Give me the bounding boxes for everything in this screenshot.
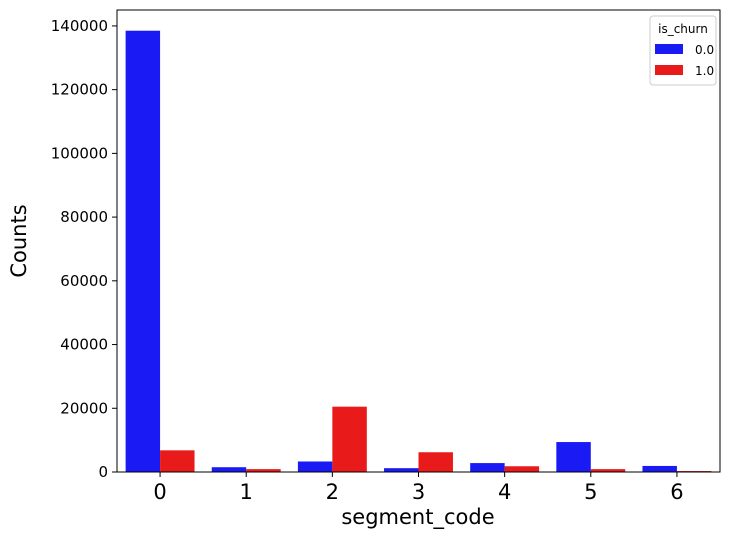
bar-5-series-1 xyxy=(590,469,626,472)
bar-3-series-1 xyxy=(418,452,453,472)
bar-0-series-1 xyxy=(160,450,195,472)
bar-6-series-0 xyxy=(642,465,677,472)
bar-2-series-1 xyxy=(332,406,367,472)
bar-4-series-0 xyxy=(470,463,505,472)
legend: is_churn 0.0 1.0 xyxy=(649,15,717,86)
y-tick-label: 0 xyxy=(98,463,108,481)
x-tick-label: 5 xyxy=(584,480,597,504)
x-tick-label: 0 xyxy=(153,480,166,504)
y-tick-label: 120000 xyxy=(51,81,108,99)
x-axis-label: segment_code xyxy=(341,505,494,530)
bars-group xyxy=(125,30,712,472)
bar-1-series-1 xyxy=(246,469,281,472)
x-tick-label: 3 xyxy=(412,480,425,504)
legend-title: is_churn xyxy=(658,22,708,36)
x-tick-label: 1 xyxy=(240,480,253,504)
y-tick-label: 20000 xyxy=(60,399,108,417)
bar-4-series-1 xyxy=(504,466,540,472)
x-axis: 0 1 2 3 4 5 6 xyxy=(153,472,684,504)
legend-swatch-0 xyxy=(655,44,683,54)
legend-label-1: 1.0 xyxy=(695,64,714,78)
bar-5-series-0 xyxy=(556,442,591,472)
y-axis: 0 20000 40000 60000 80000 100000 120000 140000 xyxy=(51,17,117,481)
bar-2-series-0 xyxy=(297,461,333,472)
y-axis-label: Counts xyxy=(7,204,31,277)
bar-3-series-0 xyxy=(384,468,419,472)
legend-label-0: 0.0 xyxy=(695,43,714,57)
y-tick-label: 60000 xyxy=(60,272,108,290)
y-tick-label: 140000 xyxy=(51,17,108,35)
bar-1-series-0 xyxy=(211,467,247,472)
plot-frame xyxy=(116,9,721,473)
legend-swatch-1 xyxy=(655,65,683,75)
x-tick-label: 4 xyxy=(498,480,511,504)
y-tick-label: 100000 xyxy=(51,144,108,162)
bar-0-series-0 xyxy=(125,30,161,472)
y-tick-label: 40000 xyxy=(60,336,108,354)
y-tick-label: 80000 xyxy=(60,208,108,226)
x-tick-label: 6 xyxy=(670,480,683,504)
x-tick-label: 2 xyxy=(326,480,339,504)
